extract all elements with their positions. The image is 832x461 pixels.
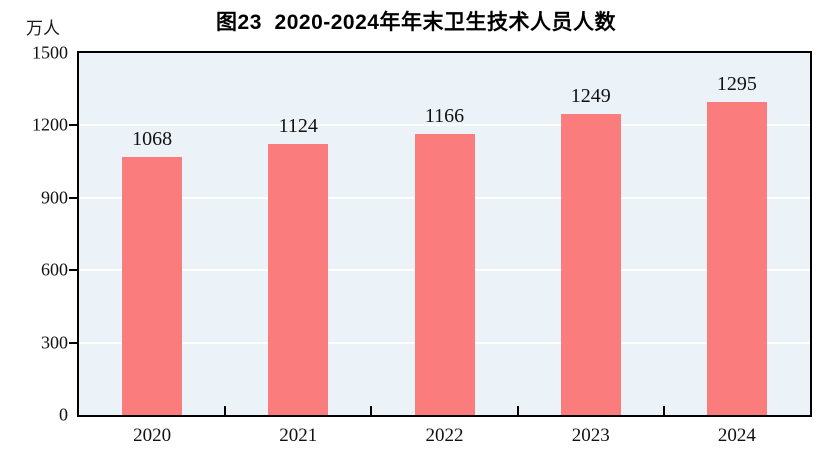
bar-value-label: 1249 [570, 84, 611, 107]
bar-2020 [122, 157, 183, 415]
x-category-label-2022: 2022 [425, 425, 464, 446]
x-axis-tick [224, 406, 227, 415]
x-category-label-2023: 2023 [571, 425, 610, 446]
y-axis-tick [69, 269, 77, 272]
y-axis-unit-label: 万人 [26, 19, 60, 38]
x-category-label-2024: 2024 [717, 425, 756, 446]
bar-2022 [414, 133, 475, 415]
y-axis-tick [69, 341, 77, 344]
chart-title: 图23 2020-2024年年末卫生技术人员人数 [216, 11, 616, 34]
y-tick-label: 900 [41, 187, 68, 208]
gridline [79, 124, 810, 127]
y-tick-label: 0 [59, 404, 68, 425]
y-tick-label: 1200 [32, 114, 68, 135]
bar-value-label: 1295 [716, 73, 757, 96]
y-axis-tick [69, 196, 77, 199]
bar-value-label: 1124 [278, 114, 318, 137]
bar-2021 [268, 143, 329, 415]
plot-area: 1068 1124 1166 1249 1295 [77, 51, 812, 417]
x-axis-tick [370, 406, 373, 415]
x-category-label-2020: 2020 [133, 425, 172, 446]
y-tick-label: 300 [41, 332, 68, 353]
x-axis-tick [662, 406, 665, 415]
y-axis-tick [69, 124, 77, 127]
y-tick-label: 600 [41, 259, 68, 280]
bar-value-label: 1068 [132, 128, 173, 151]
x-axis-tick [516, 406, 519, 415]
y-tick-label: 1500 [32, 42, 68, 63]
bar-value-label: 1166 [424, 104, 465, 127]
bar-2024 [706, 102, 767, 415]
bar-2023 [560, 113, 621, 415]
x-category-label-2021: 2021 [279, 425, 318, 446]
